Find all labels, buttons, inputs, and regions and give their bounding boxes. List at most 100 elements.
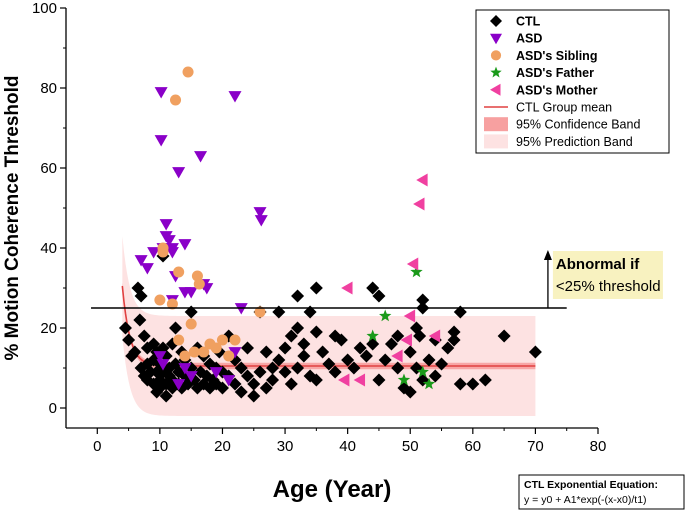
legend-label-asd: ASD <box>516 32 542 46</box>
data-point <box>291 289 305 303</box>
data-point <box>353 373 366 387</box>
annotation-box <box>552 251 663 299</box>
data-point <box>134 289 148 303</box>
data-point <box>185 318 197 330</box>
legend-label-asd-s-sibling: ASD's Sibling <box>516 49 597 63</box>
x-tick-label: 70 <box>527 438 544 455</box>
data-point <box>410 265 423 278</box>
data-point <box>272 305 286 319</box>
data-point <box>222 375 236 387</box>
y-tick-label: 100 <box>32 0 57 17</box>
data-point <box>154 294 166 306</box>
series-asd-s-father <box>366 265 436 390</box>
y-tick-label: 80 <box>40 80 57 97</box>
data-point <box>173 266 185 278</box>
data-point <box>391 361 405 375</box>
data-point <box>447 325 461 339</box>
data-point <box>372 289 386 303</box>
data-point <box>259 345 273 359</box>
data-point <box>341 281 353 295</box>
data-point <box>309 325 323 339</box>
data-point <box>215 381 229 395</box>
data-point <box>137 329 151 343</box>
data-point <box>247 389 261 403</box>
data-point <box>384 337 398 351</box>
data-point <box>216 334 228 346</box>
legend-label-asd-s-father: ASD's Father <box>516 66 594 80</box>
data-point <box>253 365 267 379</box>
data-point <box>528 345 542 359</box>
data-point <box>278 341 292 355</box>
data-point <box>422 353 436 367</box>
data-point <box>223 350 235 362</box>
x-tick-label: 0 <box>93 438 101 455</box>
data-point <box>416 365 429 378</box>
series-asd-s-sibling <box>154 66 266 362</box>
data-point <box>441 341 455 355</box>
series-asd-s-mother <box>338 173 441 387</box>
data-point <box>169 321 183 335</box>
data-point <box>172 167 186 179</box>
x-tick-label: 50 <box>402 438 419 455</box>
data-point <box>403 345 417 359</box>
x-axis-title: Age (Year) <box>273 476 392 503</box>
data-point <box>134 255 148 267</box>
data-point <box>309 373 323 387</box>
data-point <box>133 313 147 327</box>
y-axis-title: % Motion Coherence Threshold <box>2 75 23 360</box>
data-points <box>118 66 542 403</box>
legend-marker-asd-s-father <box>490 66 502 78</box>
data-point <box>497 329 511 343</box>
data-point <box>334 333 348 347</box>
data-point <box>366 281 380 295</box>
data-point <box>166 298 178 310</box>
data-point <box>291 321 305 335</box>
data-point <box>170 94 182 106</box>
data-point <box>118 321 132 335</box>
data-point <box>297 337 311 351</box>
data-point <box>338 373 350 387</box>
data-point <box>428 369 442 383</box>
legend-label-95-prediction-band: 95% Prediction Band <box>516 135 633 149</box>
data-point <box>478 373 492 387</box>
data-point <box>397 373 411 386</box>
data-point <box>359 349 373 363</box>
data-point <box>403 309 416 323</box>
data-point <box>184 305 198 319</box>
data-point <box>241 341 255 355</box>
data-point <box>413 197 425 211</box>
data-point <box>178 363 192 375</box>
data-point <box>416 173 428 187</box>
data-point <box>316 345 330 359</box>
data-point <box>322 357 336 371</box>
data-point <box>162 235 176 247</box>
data-point <box>165 247 179 259</box>
data-point <box>266 361 280 375</box>
data-point <box>153 351 167 363</box>
legend-swatch-95-confidence-band <box>484 117 508 132</box>
data-point <box>291 361 305 375</box>
legend-label-ctl: CTL <box>516 15 541 29</box>
data-point <box>284 377 298 391</box>
data-point <box>140 263 154 275</box>
data-point <box>254 215 268 227</box>
data-point <box>234 303 248 315</box>
data-point <box>198 346 210 358</box>
threshold-annotation: Abnormal if <25% threshold <box>543 250 663 308</box>
legend-label-asd-s-mother: ASD's Mother <box>516 83 598 97</box>
legend: CTL ASD ASD's Sibling ASD's Father ASD's Mot… <box>475 9 670 154</box>
data-point <box>184 371 198 383</box>
y-tick-label: 20 <box>40 320 57 337</box>
data-point <box>172 379 186 391</box>
data-point <box>406 257 419 271</box>
data-point <box>266 373 280 387</box>
data-point <box>272 353 286 367</box>
x-tick-label: 80 <box>590 438 607 455</box>
data-point <box>184 287 198 299</box>
legend-frame <box>475 9 670 154</box>
annotation-arrow-head <box>543 250 552 260</box>
data-point <box>347 361 361 375</box>
legend-label-95-confidence-band: 95% Confidence Band <box>516 118 640 132</box>
data-point <box>159 389 173 403</box>
